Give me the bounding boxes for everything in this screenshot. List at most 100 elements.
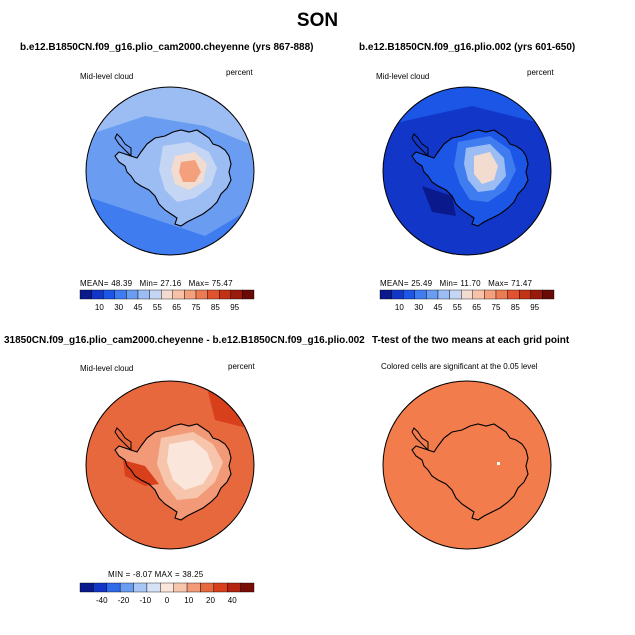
coastline	[411, 129, 529, 227]
figure-title: SON	[296, 10, 339, 31]
colorbar-tick-label: 40	[228, 596, 237, 605]
colorbar-tick-label: 10	[395, 303, 404, 312]
coastline	[114, 129, 232, 227]
panel-1-variable-label: Mid-level cloud	[80, 72, 134, 81]
map-border	[382, 380, 552, 550]
panel-3-stats: MIN = -8.07 MAX = 38.25	[108, 570, 203, 579]
colorbar-tick-label: 0	[165, 596, 170, 605]
colorbar-tick-label: 75	[492, 303, 501, 312]
colorbar-tick-label: 55	[453, 303, 462, 312]
panel-2-mean-value: 25.49	[411, 279, 433, 288]
colorbar-tick-label: 95	[530, 303, 539, 312]
panel-3-colorbar: -40 -20 -10 0 10 20 40	[79, 582, 255, 605]
colorbar-tick-label: -10	[139, 596, 151, 605]
panel-2-max-label: Max=	[488, 279, 509, 288]
colorbar-cell	[379, 289, 392, 300]
colorbar-cell	[195, 289, 208, 300]
colorbar-cell	[391, 289, 404, 300]
colorbar-cell	[146, 582, 161, 593]
panel-4-map	[382, 380, 552, 550]
panel-1-min-label: Min=	[139, 279, 158, 288]
colorbar-tick-label: -20	[118, 596, 130, 605]
panel-1-max-value: 75.47	[211, 279, 233, 288]
colorbar-cell	[91, 289, 104, 300]
colorbar-tick-label: 10	[95, 303, 104, 312]
colorbar-tick-label: 10	[184, 596, 193, 605]
colorbar-cell	[530, 289, 543, 300]
panel-3-title: 31850CN.f09_g16.plio_cam2000.cheyenne - …	[4, 335, 365, 346]
colorbar-cell	[449, 289, 462, 300]
panel-3-min-label: MIN =	[108, 570, 131, 579]
colorbar-tick-label: 65	[472, 303, 481, 312]
panel-2-variable-label: Mid-level cloud	[376, 72, 430, 81]
colorbar-cell	[230, 289, 243, 300]
colorbar-cell	[207, 289, 220, 300]
coastline	[411, 423, 529, 521]
panel-1-units-label: percent	[226, 68, 253, 77]
map-border	[85, 86, 255, 256]
colorbar-cell	[173, 582, 188, 593]
colorbar-cell	[200, 582, 215, 593]
map-border	[85, 380, 255, 550]
panel-2-min-label: Min=	[439, 279, 458, 288]
colorbar-cell	[133, 582, 148, 593]
panel-3-variable-label: Mid-level cloud	[80, 364, 134, 373]
panel-1-mean-value: 48.39	[111, 279, 133, 288]
panel-1-mean-label: MEAN=	[80, 279, 109, 288]
significance-field	[383, 381, 551, 549]
colorbar-cell	[426, 289, 439, 300]
panel-2-max-value: 71.47	[511, 279, 533, 288]
panel-2-map	[382, 86, 552, 256]
colorbar-cell	[495, 289, 508, 300]
colorbar-cell	[542, 289, 555, 300]
colorbar-tick-label: 55	[153, 303, 162, 312]
panel-4-title: T-test of the two means at each grid poi…	[372, 335, 570, 346]
panel-2-mean-label: MEAN=	[380, 279, 409, 288]
colorbar-cell	[227, 582, 241, 593]
colorbar-cell	[126, 289, 139, 300]
panel-2-min-value: 11.70	[460, 279, 481, 288]
colorbar-cell	[103, 289, 116, 300]
colorbar-tick-label: 65	[172, 303, 181, 312]
colorbar-cell	[242, 289, 255, 300]
colorbar-cell	[414, 289, 427, 300]
peninsula-coastline	[114, 427, 132, 452]
peninsula-coastline	[411, 427, 429, 452]
colorbar-tick-label: 85	[511, 303, 520, 312]
colorbar-tick-label: 85	[211, 303, 220, 312]
panel-4-note: Colored cells are significant at the 0.0…	[381, 362, 538, 371]
panel-2-colorbar: 10 30 45 55 65 75 85 95	[379, 289, 555, 312]
colorbar-cell	[484, 289, 497, 300]
colorbar-cell	[79, 582, 94, 593]
colorbar-cell	[160, 289, 173, 300]
panel-2-stats: MEAN= 25.49 Min= 11.70 Max= 71.47	[380, 279, 532, 288]
colorbar-cell	[184, 289, 197, 300]
panel-2-units-label: percent	[527, 68, 554, 77]
colorbar-cell	[472, 289, 485, 300]
panel-1-map	[85, 86, 255, 256]
colorbar-cell	[460, 289, 473, 300]
peninsula-coastline	[114, 133, 132, 158]
colorbar-tick-label: 45	[434, 303, 443, 312]
colorbar-tick-label: 20	[206, 596, 215, 605]
panel-2-title: b.e12.B1850CN.f09_g16.plio.002 (yrs 601-…	[359, 42, 576, 53]
colorbar-cell	[507, 289, 520, 300]
colorbar-cell	[137, 289, 150, 300]
colorbar-cell	[218, 289, 231, 300]
colorbar-cell	[437, 289, 450, 300]
colorbar-cell	[172, 289, 185, 300]
panel-3-units-label: percent	[228, 362, 255, 371]
panel-3-max-value: 38.25	[182, 570, 204, 579]
peninsula-coastline	[411, 133, 429, 158]
colorbar-tick-label: 30	[114, 303, 123, 312]
panel-1-min-value: 27.16	[160, 279, 182, 288]
colorbar-cell	[79, 289, 92, 300]
colorbar-cell	[160, 582, 174, 593]
panel-3-map	[85, 380, 255, 550]
colorbar-tick-label: 95	[230, 303, 239, 312]
colorbar-tick-label: 45	[134, 303, 143, 312]
colorbar-cell	[119, 582, 134, 593]
colorbar-cell	[240, 582, 255, 593]
colorbar-cell	[186, 582, 201, 593]
colorbar-cell	[149, 289, 162, 300]
